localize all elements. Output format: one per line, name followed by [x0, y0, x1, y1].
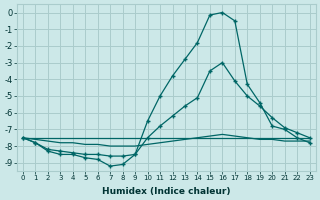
- X-axis label: Humidex (Indice chaleur): Humidex (Indice chaleur): [102, 187, 230, 196]
